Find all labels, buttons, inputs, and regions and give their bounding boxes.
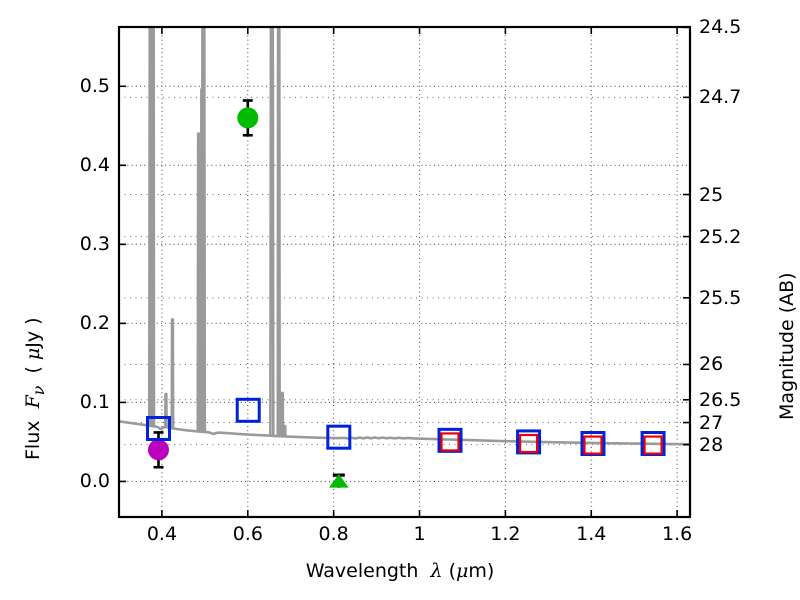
x-tick-label: 1.2 xyxy=(490,523,521,545)
tick-marks xyxy=(119,26,690,517)
y-tick-label-left: 0.4 xyxy=(79,154,110,177)
y-tick-label-right: 28 xyxy=(699,433,724,456)
x-tick-label: 1.6 xyxy=(662,523,693,545)
data-point-square xyxy=(235,397,261,423)
x-tick-label: 1 xyxy=(413,523,426,545)
data-point-square xyxy=(583,435,603,455)
y-tick-label-left: 0.2 xyxy=(79,312,110,335)
axes-frame-rect xyxy=(117,25,692,519)
data-points-group xyxy=(145,99,666,488)
data-point-circle xyxy=(147,439,169,461)
y-axis-label-right: Magnitude (AB) xyxy=(776,272,798,420)
x-tick-label: 0.4 xyxy=(146,523,178,545)
y-tick-label-right: 25.2 xyxy=(699,225,742,248)
y-tick-label-right: 26 xyxy=(699,353,724,376)
series-model-photometry-red xyxy=(440,432,663,455)
y-tick-label-right: 24.5 xyxy=(699,16,742,39)
spectrum-path xyxy=(119,27,690,446)
y-tick-label-left: 0.5 xyxy=(79,75,110,98)
x-axis-label-text: Wavelength λ (μm) xyxy=(305,560,495,582)
x-tick-label: 0.6 xyxy=(232,523,263,545)
series-model-photometry-blue xyxy=(145,397,666,456)
x-tick-label: 1.4 xyxy=(576,523,607,545)
x-tick-label: 0.8 xyxy=(318,523,349,545)
y-tick-label-left: 0.1 xyxy=(79,391,110,414)
y-tick-label-right: 27 xyxy=(699,411,724,434)
model-sed-spectrum-curve xyxy=(119,27,690,446)
data-point-circle xyxy=(237,107,259,129)
y-tick-label-right: 26.5 xyxy=(699,388,742,411)
x-axis-label: Wavelength λ (μm) xyxy=(0,560,800,582)
axes-frame xyxy=(117,25,692,519)
y-tick-label-right: 24.7 xyxy=(699,86,742,109)
data-point-square xyxy=(643,435,663,455)
data-point-square xyxy=(326,424,352,450)
data-point-square xyxy=(440,432,460,452)
upper-limit-triangle xyxy=(328,473,349,488)
y-tick-label-left: 0.0 xyxy=(79,470,110,493)
y-axis-label-left: Flux Fν ( μJy ) xyxy=(22,317,48,460)
series-observed-photometry-green xyxy=(237,99,259,137)
series-observed-photometry-magenta xyxy=(147,431,169,469)
y-tick-label-right: 25 xyxy=(699,183,724,206)
y-tick-label-right: 25.5 xyxy=(699,286,742,309)
series-upper-limit-green xyxy=(328,473,349,488)
y-axis-label-left-text: Flux Fν ( μJy ) xyxy=(22,317,48,460)
data-point-square xyxy=(145,415,171,441)
data-point-square xyxy=(518,433,539,454)
y-tick-label-left: 0.3 xyxy=(79,233,110,256)
